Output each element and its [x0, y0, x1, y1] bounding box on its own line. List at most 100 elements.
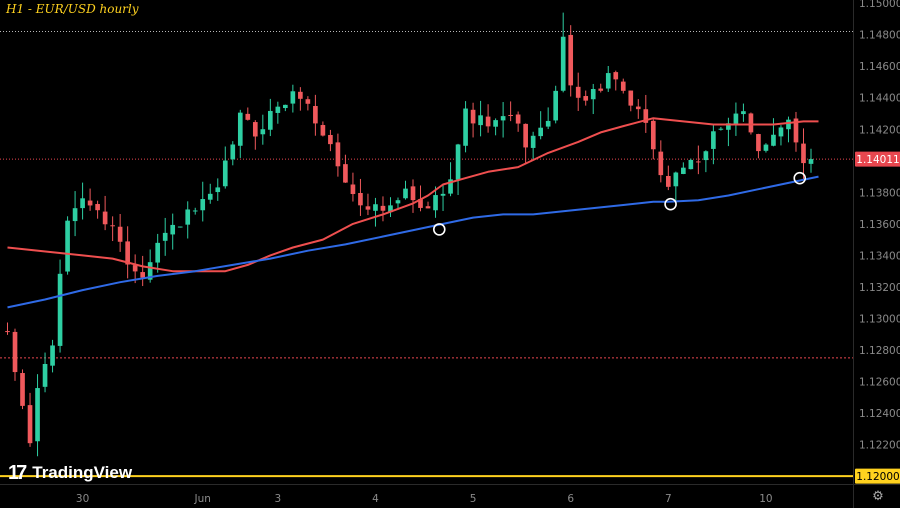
candle-body: [696, 161, 701, 163]
candle-body: [493, 120, 498, 127]
candle-body: [252, 122, 258, 137]
candle-body: [433, 195, 438, 211]
candle-body: [237, 112, 243, 146]
candle-body: [500, 116, 506, 121]
candle-body: [523, 123, 528, 148]
candle-body: [665, 175, 671, 187]
candle-body: [748, 113, 754, 133]
candle-body: [20, 373, 25, 406]
tradingview-logo[interactable]: 17 TradingView: [8, 462, 132, 484]
tradingview-logo-icon: 17: [8, 461, 27, 484]
candle-body: [185, 209, 191, 225]
candle-body: [395, 200, 401, 204]
current-price-label: 1.14011: [856, 154, 899, 166]
candle-body: [162, 232, 168, 241]
x-tick-label: 6: [567, 493, 574, 505]
swing-low-marker: [793, 171, 807, 185]
candle-body: [72, 208, 78, 222]
candle-body: [771, 134, 776, 146]
candle-body: [711, 131, 716, 149]
y-tick-label: 1.14200: [859, 124, 900, 136]
candle-body: [786, 119, 791, 130]
candle-body: [275, 106, 281, 113]
y-tick-label: 1.12200: [859, 440, 900, 452]
candle-body: [290, 91, 296, 104]
candle-body: [455, 144, 461, 180]
chart-title: H1 - EUR/USD hourly: [6, 2, 139, 16]
candle-body: [485, 116, 491, 127]
candle-body: [425, 206, 431, 209]
candle-body: [155, 242, 161, 263]
candle-body: [643, 109, 649, 123]
candle-body: [207, 193, 213, 200]
candle-body: [470, 109, 476, 124]
y-tick-label: 1.13600: [859, 219, 900, 231]
candle-body: [245, 113, 251, 120]
y-tick-label: 1.13000: [859, 313, 900, 325]
candle-body: [320, 125, 326, 136]
candle-body: [200, 199, 206, 211]
y-tick-label: 1.13400: [859, 250, 900, 262]
current-price-badge: [855, 151, 900, 167]
candle-body: [508, 114, 513, 116]
x-tick-label: 7: [665, 493, 672, 505]
candle-body: [620, 81, 626, 91]
candle-body: [267, 110, 273, 130]
candle-body: [681, 167, 686, 174]
candle-body: [373, 204, 378, 211]
candle-body: [575, 86, 581, 98]
candle-body: [283, 104, 288, 109]
candle-body: [553, 90, 559, 121]
candle-body: [80, 198, 85, 209]
candle-body: [95, 203, 100, 211]
candle-body: [410, 186, 416, 201]
moving-average-line: [7, 117, 819, 273]
candle-body: [650, 120, 656, 150]
candle-body: [230, 144, 236, 160]
candle-body: [515, 114, 521, 124]
candle-body: [125, 241, 130, 265]
y-tick-label: 1.13800: [859, 187, 900, 199]
candle-body: [478, 115, 483, 126]
candle-body: [628, 90, 634, 106]
candle-body: [688, 159, 694, 170]
y-tick-label: 1.13200: [859, 282, 900, 294]
candle-body: [365, 206, 371, 210]
candle-body: [388, 205, 393, 213]
y-tick-label: 1.14400: [859, 93, 900, 105]
candle-body: [703, 151, 709, 161]
candle-body: [793, 118, 799, 143]
candle-body: [658, 151, 664, 176]
candle-body: [27, 405, 33, 444]
candle-body: [358, 192, 363, 206]
level-price-badge: [855, 468, 900, 484]
x-tick-label: 3: [274, 493, 281, 505]
swing-low-marker: [432, 223, 446, 236]
settings-gear-icon[interactable]: ⚙: [872, 489, 884, 504]
swing-low-marker: [664, 197, 677, 211]
candle-body: [418, 199, 423, 208]
candle-body: [718, 128, 724, 130]
candle-body: [117, 226, 123, 242]
candle-body: [343, 164, 348, 183]
candle-body: [313, 106, 318, 124]
candle-body: [50, 345, 55, 366]
candle-body: [635, 106, 641, 110]
x-tick-label: 30: [76, 493, 89, 505]
candle-body: [5, 331, 10, 333]
level-price-label: 1.12000: [856, 471, 899, 483]
candle-body: [808, 159, 814, 164]
x-tick-label: Jun: [194, 493, 211, 505]
candle-body: [726, 123, 731, 130]
candle-body: [568, 34, 574, 86]
candle-body: [673, 172, 679, 187]
candle-body: [42, 363, 48, 387]
candle-body: [170, 224, 176, 235]
candle-body: [590, 89, 596, 100]
candle-body: [380, 205, 386, 211]
candle-body: [350, 184, 356, 195]
y-tick-label: 1.15000: [859, 0, 900, 10]
candle-body: [545, 120, 551, 127]
y-tick-label: 1.12400: [859, 408, 900, 420]
